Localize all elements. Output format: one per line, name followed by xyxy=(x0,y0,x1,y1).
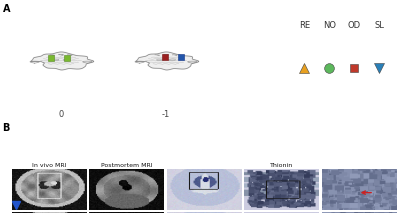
Text: RE: RE xyxy=(299,21,310,30)
Polygon shape xyxy=(63,59,70,61)
Text: OD: OD xyxy=(348,21,361,30)
Title: In vivo MRI: In vivo MRI xyxy=(32,163,66,167)
Text: NO: NO xyxy=(323,21,336,30)
Polygon shape xyxy=(52,59,59,61)
Polygon shape xyxy=(136,52,199,70)
Text: 0: 0 xyxy=(58,110,64,119)
Polygon shape xyxy=(168,59,175,61)
Text: A: A xyxy=(2,4,10,14)
Title: Postmortem MRI: Postmortem MRI xyxy=(100,163,152,167)
Polygon shape xyxy=(31,52,94,70)
Text: SL: SL xyxy=(374,21,384,30)
Text: -1: -1 xyxy=(162,110,170,119)
Polygon shape xyxy=(157,59,164,61)
Title: Thionin: Thionin xyxy=(270,163,293,167)
Text: B: B xyxy=(2,123,9,133)
